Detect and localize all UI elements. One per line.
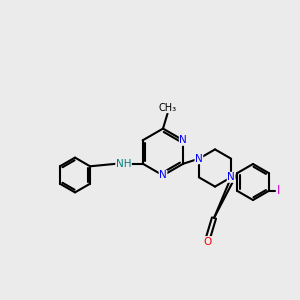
Text: N: N xyxy=(159,170,167,180)
Text: N: N xyxy=(227,172,235,182)
Text: O: O xyxy=(204,237,212,247)
Text: NH: NH xyxy=(116,159,131,169)
Text: N: N xyxy=(195,154,203,164)
Text: N: N xyxy=(179,135,187,145)
Text: I: I xyxy=(277,184,280,197)
Text: CH₃: CH₃ xyxy=(158,103,177,112)
